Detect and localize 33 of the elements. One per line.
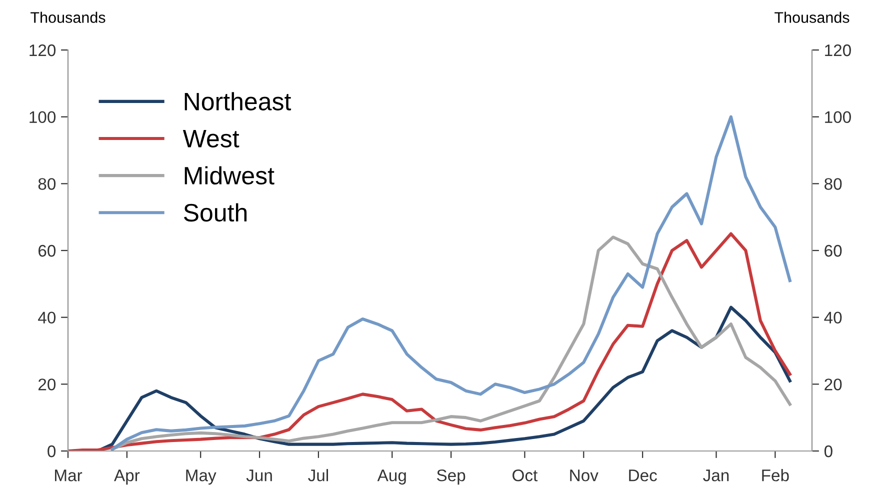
y2-tick-label: 120 (825, 44, 851, 56)
x-tick-label: Dec (629, 470, 657, 482)
y-tick-label: 120 (30, 44, 56, 56)
y-axis-title: Thousands (30, 12, 106, 23)
y-tick-label: 20 (38, 378, 56, 390)
y2-tick-label: 40 (824, 312, 842, 324)
x-tick-label: Nov (570, 470, 598, 482)
legend-label: West (182, 130, 240, 148)
x-tick-label: Apr (114, 470, 140, 485)
y-tick-label: 40 (38, 312, 56, 324)
x-tick-label: Jul (308, 469, 328, 482)
x-tick-label: Oct (512, 469, 538, 482)
y2-tick-label: 80 (824, 178, 842, 190)
legend-label: Midwest (184, 166, 274, 185)
legend-label: South (184, 203, 247, 222)
x-tick-label: Feb (762, 469, 789, 482)
y2-tick-label: 20 (824, 378, 842, 390)
x-tick-label: Aug (377, 470, 406, 485)
x-tick-label: Jun (246, 470, 272, 482)
y-tick-label: 60 (38, 244, 56, 257)
x-tick-label: Jan (703, 470, 729, 482)
y-tick-label: 100 (30, 111, 56, 124)
y-tick-label: 0 (48, 445, 56, 458)
line-series (110, 115, 792, 451)
y-tick-label: 80 (38, 178, 56, 190)
y2-axis-title: Thousands (774, 12, 850, 23)
y2-tick-label: 0 (824, 445, 832, 458)
y2-tick-label: 60 (824, 244, 842, 257)
x-tick-label: Mar (55, 470, 82, 482)
legend-label: Northeast (184, 92, 292, 110)
x-tick-label: Sep (436, 469, 466, 485)
x-tick-label: May (186, 470, 216, 485)
y2-tick-label: 100 (825, 111, 851, 124)
